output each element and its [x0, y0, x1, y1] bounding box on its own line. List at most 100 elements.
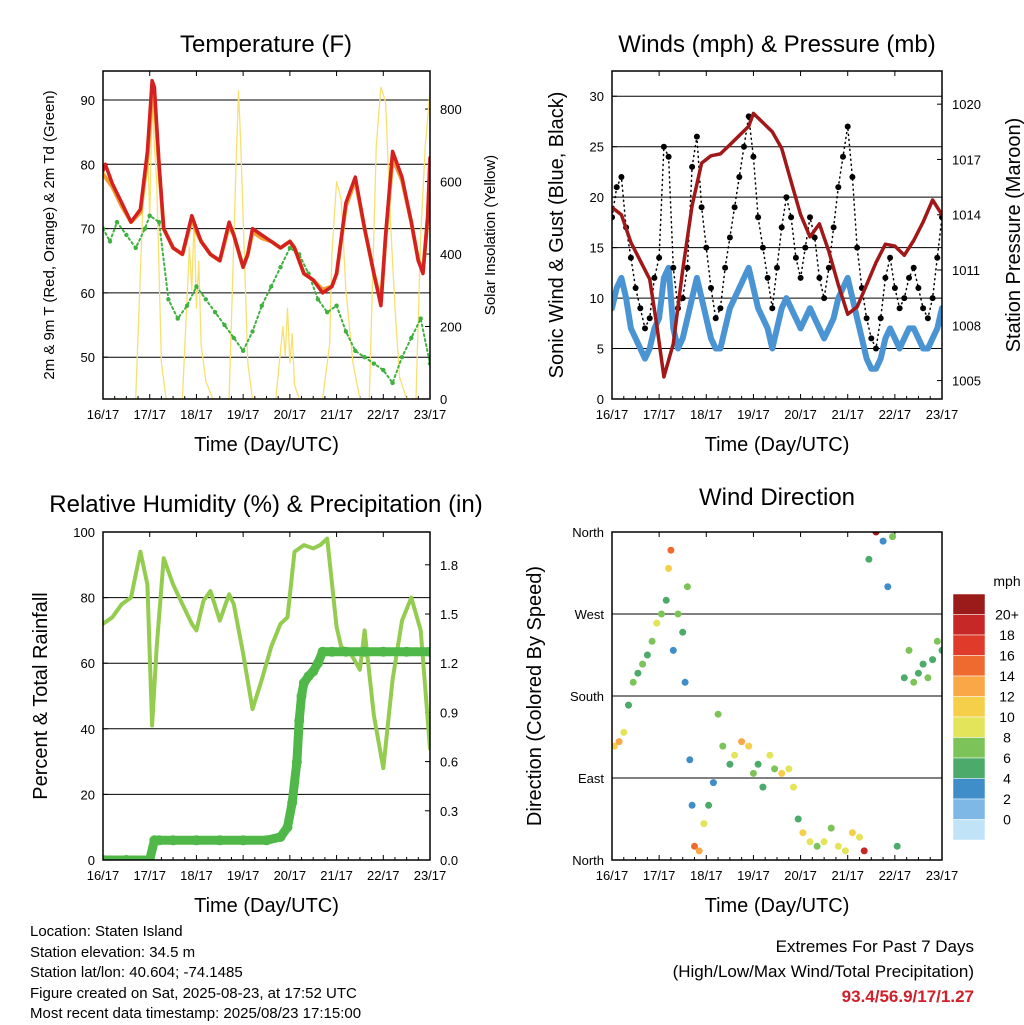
y-tick-label: 40: [81, 722, 95, 737]
direction-point: [620, 728, 628, 736]
precip-point: [282, 822, 293, 833]
legend-label: 12: [999, 689, 1015, 705]
legend-swatch: [952, 655, 986, 677]
extremes-box: Extremes For Past 7 Days (High/Low/Max W…: [673, 934, 974, 1009]
direction-point: [639, 660, 647, 668]
legend-swatch: [952, 593, 986, 615]
direction-point: [658, 610, 665, 618]
dewpoint-point: [287, 245, 293, 251]
x-tick-label: 20/17: [784, 868, 817, 883]
dewpoint-point: [278, 265, 283, 270]
x-tick-label: 21/17: [320, 407, 353, 422]
y-tick-label: 90: [81, 93, 95, 108]
gust-point: [783, 194, 790, 201]
direction-point: [643, 651, 651, 659]
precip-point: [308, 666, 319, 677]
x-tick-label: 20/17: [274, 407, 307, 422]
chart-direction: Wind Direction 16/17 17/17 18/17 19/17 20/17 2…: [524, 484, 1021, 917]
x-tick-label: 19/17: [227, 407, 260, 422]
direction-point: [653, 619, 661, 627]
dewpoint-point: [107, 239, 113, 244]
direction-point: [679, 628, 687, 636]
precip-point: [121, 855, 132, 860]
direction-point: [625, 701, 632, 709]
precip-point: [317, 646, 328, 657]
y-tick-label: 80: [81, 157, 95, 172]
gust-point: [887, 254, 894, 261]
legend-swatch: [952, 819, 986, 841]
rh-line: [103, 536, 430, 771]
direction-point: [749, 769, 757, 777]
station-info: Location: Staten Island Station elevatio…: [30, 922, 361, 1025]
direction-point: [665, 564, 673, 572]
x-tick-label: 20/17: [784, 407, 817, 422]
y-tick-label: 0: [597, 392, 604, 407]
y-tick-label: 60: [81, 286, 95, 301]
legend-label: 20+: [995, 607, 1019, 623]
y-tick-label: South: [570, 689, 604, 704]
y-tick-label: 60: [81, 656, 95, 671]
direction-point: [667, 546, 675, 554]
x-tick-label: 16/17: [596, 407, 629, 422]
precip-point: [359, 646, 370, 657]
x-tick-label: 21/17: [831, 868, 864, 883]
plot-frame: [102, 531, 431, 861]
direction-point: [900, 674, 908, 682]
dewpoint-point: [142, 226, 148, 231]
dewpoint-point: [156, 219, 162, 225]
direction-point: [662, 596, 670, 604]
dewpoint-point: [259, 303, 264, 308]
precip-point: [378, 646, 389, 657]
x-tick-label: 19/17: [227, 868, 260, 883]
dewpoint-point: [175, 316, 180, 321]
chart-title: Temperature (F): [180, 31, 352, 58]
legend-label: 2: [1003, 791, 1011, 807]
x-tick-label: 17/17: [133, 868, 166, 883]
direction-point: [929, 656, 937, 664]
dewpoint-point: [418, 316, 423, 321]
x-tick-label: 22/17: [367, 868, 400, 883]
gust-point: [811, 234, 818, 241]
legend-swatch: [952, 696, 986, 718]
gust-point: [717, 305, 724, 312]
precip-point: [291, 756, 302, 767]
direction-point: [813, 842, 821, 850]
precip-point: [312, 658, 323, 669]
direction-point: [683, 583, 691, 591]
gust-point: [708, 285, 714, 291]
x-tick-label: 22/17: [879, 868, 912, 883]
direction-point: [705, 801, 713, 809]
dewpoint-point: [194, 284, 199, 289]
dewpoint-point: [399, 355, 405, 360]
y-tick-label: 30: [590, 89, 604, 104]
station-latlon: Station lat/lon: 40.604; -74.1485: [30, 964, 243, 981]
gust-point: [788, 214, 795, 221]
chart-winds: Winds (mph) & Pressure (mb) 16/17 17/17 18/…: [546, 31, 1024, 456]
dewpoint-point: [212, 310, 218, 315]
direction-point: [841, 847, 849, 855]
dewpoint-point: [325, 310, 330, 315]
x-tick-label: 17/17: [643, 868, 676, 883]
direction-point: [910, 678, 918, 686]
precip-point: [154, 835, 165, 846]
gust-point: [632, 285, 639, 291]
gust-point: [778, 224, 785, 231]
precip-point: [261, 835, 272, 846]
direction-point: [889, 533, 896, 541]
direction-point: [905, 646, 913, 654]
direction-point: [709, 779, 717, 787]
gust-point: [684, 264, 691, 271]
precip-point: [287, 797, 298, 808]
legend-swatch: [952, 675, 986, 697]
dewpoint-point: [353, 348, 358, 353]
y-tick-label: West: [575, 607, 605, 622]
dewpoint-point: [343, 329, 349, 334]
plot-frame: [611, 70, 943, 400]
y2-tick-label: 1017: [952, 152, 981, 167]
gust-trace: [612, 115, 942, 350]
gust-point: [915, 285, 922, 291]
y2-tick-label: 1.2: [440, 656, 458, 671]
y2-tick-label: 0.6: [440, 755, 458, 770]
pressure-line: [612, 111, 942, 379]
precip-point: [275, 832, 286, 842]
